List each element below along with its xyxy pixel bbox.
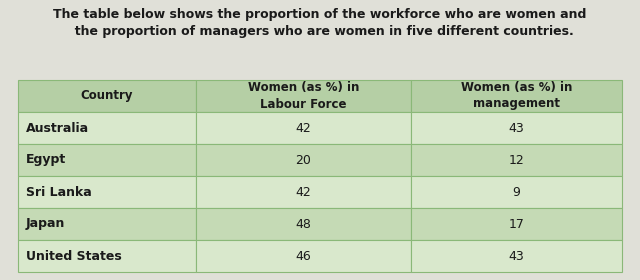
Text: Country: Country <box>81 90 133 102</box>
Bar <box>18 176 196 208</box>
Text: 20: 20 <box>296 153 311 167</box>
Bar <box>196 112 411 144</box>
Text: 48: 48 <box>296 218 311 230</box>
Text: 46: 46 <box>296 249 311 263</box>
Text: United States: United States <box>26 249 122 263</box>
Bar <box>196 240 411 272</box>
Bar <box>18 240 196 272</box>
Bar <box>18 80 196 112</box>
Text: 17: 17 <box>508 218 524 230</box>
Bar <box>18 208 196 240</box>
Bar <box>411 208 622 240</box>
Text: The table below shows the proportion of the workforce who are women and
  the pr: The table below shows the proportion of … <box>53 8 587 38</box>
Bar <box>196 144 411 176</box>
Text: Japan: Japan <box>26 218 65 230</box>
Bar <box>411 176 622 208</box>
Bar <box>18 144 196 176</box>
Text: 12: 12 <box>508 153 524 167</box>
Bar <box>411 144 622 176</box>
Bar <box>196 176 411 208</box>
Bar <box>411 80 622 112</box>
Bar <box>196 80 411 112</box>
Text: 42: 42 <box>296 186 311 199</box>
Text: 42: 42 <box>296 122 311 134</box>
Text: Sri Lanka: Sri Lanka <box>26 186 92 199</box>
Bar <box>411 112 622 144</box>
Text: 43: 43 <box>508 249 524 263</box>
Text: 9: 9 <box>513 186 520 199</box>
Text: Australia: Australia <box>26 122 89 134</box>
Text: Women (as %) in
management: Women (as %) in management <box>461 81 572 111</box>
Bar <box>411 240 622 272</box>
Bar <box>18 112 196 144</box>
Text: 43: 43 <box>508 122 524 134</box>
Text: Women (as %) in
Labour Force: Women (as %) in Labour Force <box>248 81 359 111</box>
Bar <box>196 208 411 240</box>
Text: Egypt: Egypt <box>26 153 67 167</box>
